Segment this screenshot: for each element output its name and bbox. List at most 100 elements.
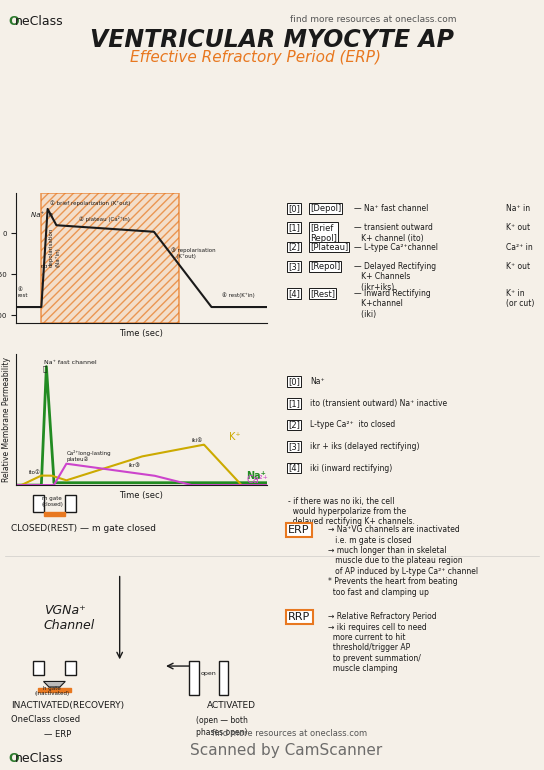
Text: [2]: [2] bbox=[288, 243, 300, 252]
Text: ito (transient outward) Na⁺ inactive: ito (transient outward) Na⁺ inactive bbox=[310, 399, 447, 408]
Text: ④ rest(K⁺in): ④ rest(K⁺in) bbox=[221, 293, 254, 298]
Text: ③ repolarisation
   (K⁺out): ③ repolarisation (K⁺out) bbox=[171, 247, 216, 259]
Na⁺ bbox=[213, 478, 219, 487]
Text: [4]: [4] bbox=[288, 464, 300, 473]
Line: Ca²⁺: Ca²⁺ bbox=[16, 464, 267, 485]
K⁺ bbox=[39, 471, 45, 480]
Text: O: O bbox=[8, 15, 18, 28]
Polygon shape bbox=[189, 661, 199, 695]
Text: — ERP: — ERP bbox=[44, 730, 71, 739]
Na⁺ bbox=[39, 468, 45, 477]
Text: find more resources at oneclass.com: find more resources at oneclass.com bbox=[213, 729, 368, 738]
K⁺ bbox=[263, 480, 270, 490]
Text: (open — both: (open — both bbox=[196, 716, 248, 725]
Text: — Delayed Rectifying
   K+ Channels
   (ikr+iks): — Delayed Rectifying K+ Channels (ikr+ik… bbox=[354, 262, 436, 292]
Text: → Na⁺VG channels are inactivated
   i.e. m gate is closed
→ much longer than in : → Na⁺VG channels are inactivated i.e. m … bbox=[329, 525, 478, 597]
Text: [3]: [3] bbox=[288, 442, 300, 451]
Text: [Repol]: [Repol] bbox=[310, 262, 341, 271]
Ca²⁺ bbox=[123, 467, 130, 477]
Polygon shape bbox=[41, 192, 179, 323]
Text: Scanned by CamScanner: Scanned by CamScanner bbox=[190, 743, 382, 758]
Polygon shape bbox=[33, 661, 44, 675]
Polygon shape bbox=[65, 661, 76, 675]
K⁺ bbox=[185, 443, 191, 452]
Text: iki④: iki④ bbox=[191, 438, 202, 444]
Text: find more resources at oneclass.com: find more resources at oneclass.com bbox=[290, 15, 456, 24]
Text: K⁺ out: K⁺ out bbox=[506, 223, 530, 233]
Text: OneClass closed: OneClass closed bbox=[11, 715, 80, 724]
Text: ⓪
depolarisation
(Na⁺in): ⓪ depolarisation (Na⁺in) bbox=[42, 228, 60, 267]
K⁺ bbox=[114, 460, 121, 469]
K⁺ bbox=[208, 448, 215, 457]
Polygon shape bbox=[38, 688, 71, 691]
Na⁺ bbox=[123, 478, 130, 487]
X-axis label: Time (sec): Time (sec) bbox=[120, 490, 163, 500]
Text: open: open bbox=[201, 671, 217, 675]
Text: L-type Ca²⁺  ito closed: L-type Ca²⁺ ito closed bbox=[310, 420, 395, 430]
Text: [0]: [0] bbox=[288, 377, 300, 387]
Text: Na⁺ fast channel: Na⁺ fast channel bbox=[44, 360, 96, 365]
Text: [1]: [1] bbox=[288, 223, 300, 233]
Na⁺ bbox=[185, 478, 191, 487]
Na⁺ bbox=[114, 478, 121, 487]
Text: Ca²⁺long-lasting
plateu②: Ca²⁺long-lasting plateu② bbox=[66, 450, 111, 462]
Ca²⁺ bbox=[185, 480, 191, 489]
Ca²⁺ bbox=[114, 466, 121, 475]
Text: — L-type Ca²⁺channel: — L-type Ca²⁺channel bbox=[354, 243, 437, 252]
Line: K⁺: K⁺ bbox=[16, 444, 267, 485]
Ca²⁺ bbox=[263, 480, 270, 490]
Text: Na⁺ in: Na⁺ in bbox=[506, 204, 530, 213]
Text: [3]: [3] bbox=[288, 262, 300, 271]
Text: neClass: neClass bbox=[15, 752, 64, 765]
Polygon shape bbox=[219, 661, 228, 695]
Text: — transient outward
   K+ channel (ito): — transient outward K+ channel (ito) bbox=[354, 223, 432, 243]
Ca²⁺ bbox=[208, 480, 215, 490]
Text: [0]: [0] bbox=[288, 204, 300, 213]
Text: Na⁺ in: Na⁺ in bbox=[32, 212, 53, 218]
Text: Effective Refractory Period (ERP): Effective Refractory Period (ERP) bbox=[130, 50, 381, 65]
Ca²⁺ bbox=[63, 459, 70, 468]
Ca²⁺ bbox=[213, 480, 219, 490]
K⁺ bbox=[13, 480, 20, 490]
Polygon shape bbox=[44, 513, 65, 516]
Text: [Plateau]: [Plateau] bbox=[310, 243, 348, 252]
Text: neClass: neClass bbox=[15, 15, 64, 28]
Text: ⓪: ⓪ bbox=[42, 366, 47, 373]
Text: — Inward Rectifying
   K+channel
   (iki): — Inward Rectifying K+channel (iki) bbox=[354, 289, 430, 319]
Text: RRP: RRP bbox=[288, 612, 311, 622]
Text: [Brief
Repol]: [Brief Repol] bbox=[310, 223, 337, 243]
X-axis label: Time (sec): Time (sec) bbox=[120, 329, 163, 338]
Y-axis label: Relative Membrane Permeability: Relative Membrane Permeability bbox=[2, 357, 11, 482]
Text: ④
rest: ④ rest bbox=[17, 287, 28, 298]
Text: m gate
(closed): m gate (closed) bbox=[41, 496, 63, 507]
Polygon shape bbox=[44, 681, 65, 687]
Text: K⁺: K⁺ bbox=[229, 432, 240, 442]
Text: [2]: [2] bbox=[288, 420, 300, 430]
Text: K⁺ in
(or cut): K⁺ in (or cut) bbox=[506, 289, 534, 308]
Text: — Na⁺ fast channel: — Na⁺ fast channel bbox=[354, 204, 428, 213]
Text: Na⁺: Na⁺ bbox=[246, 471, 267, 481]
Text: Ca²⁺: Ca²⁺ bbox=[246, 475, 268, 485]
Ca²⁺ bbox=[39, 480, 45, 490]
Text: - if there was no iki, the cell
  would hyperpolarize from the
  delayed rectify: - if there was no iki, the cell would hy… bbox=[288, 497, 415, 527]
Na⁺ bbox=[13, 480, 20, 490]
Polygon shape bbox=[65, 495, 76, 513]
Text: phases open): phases open) bbox=[196, 728, 248, 737]
K⁺ bbox=[201, 440, 207, 449]
Na⁺ bbox=[43, 362, 50, 371]
Text: ERP: ERP bbox=[288, 525, 310, 535]
Text: h gate
(inactivated): h gate (inactivated) bbox=[35, 685, 70, 696]
Text: ikr③: ikr③ bbox=[129, 464, 141, 468]
Text: iki (inward rectifying): iki (inward rectifying) bbox=[310, 464, 392, 473]
Text: ② plateau (Ca²⁺in): ② plateau (Ca²⁺in) bbox=[79, 216, 130, 222]
K⁺ bbox=[213, 454, 219, 463]
Text: Na⁺: Na⁺ bbox=[310, 377, 325, 387]
Text: INACTIVATED(RECOVERY): INACTIVATED(RECOVERY) bbox=[11, 701, 124, 710]
Text: ACTIVATED: ACTIVATED bbox=[207, 701, 256, 710]
Text: ① brief repolarization (K⁺out): ① brief repolarization (K⁺out) bbox=[50, 200, 131, 206]
Ca²⁺ bbox=[13, 480, 20, 490]
Text: [4]: [4] bbox=[288, 289, 300, 298]
Text: O: O bbox=[8, 752, 18, 765]
Polygon shape bbox=[33, 495, 44, 513]
Line: Na⁺: Na⁺ bbox=[16, 367, 267, 485]
